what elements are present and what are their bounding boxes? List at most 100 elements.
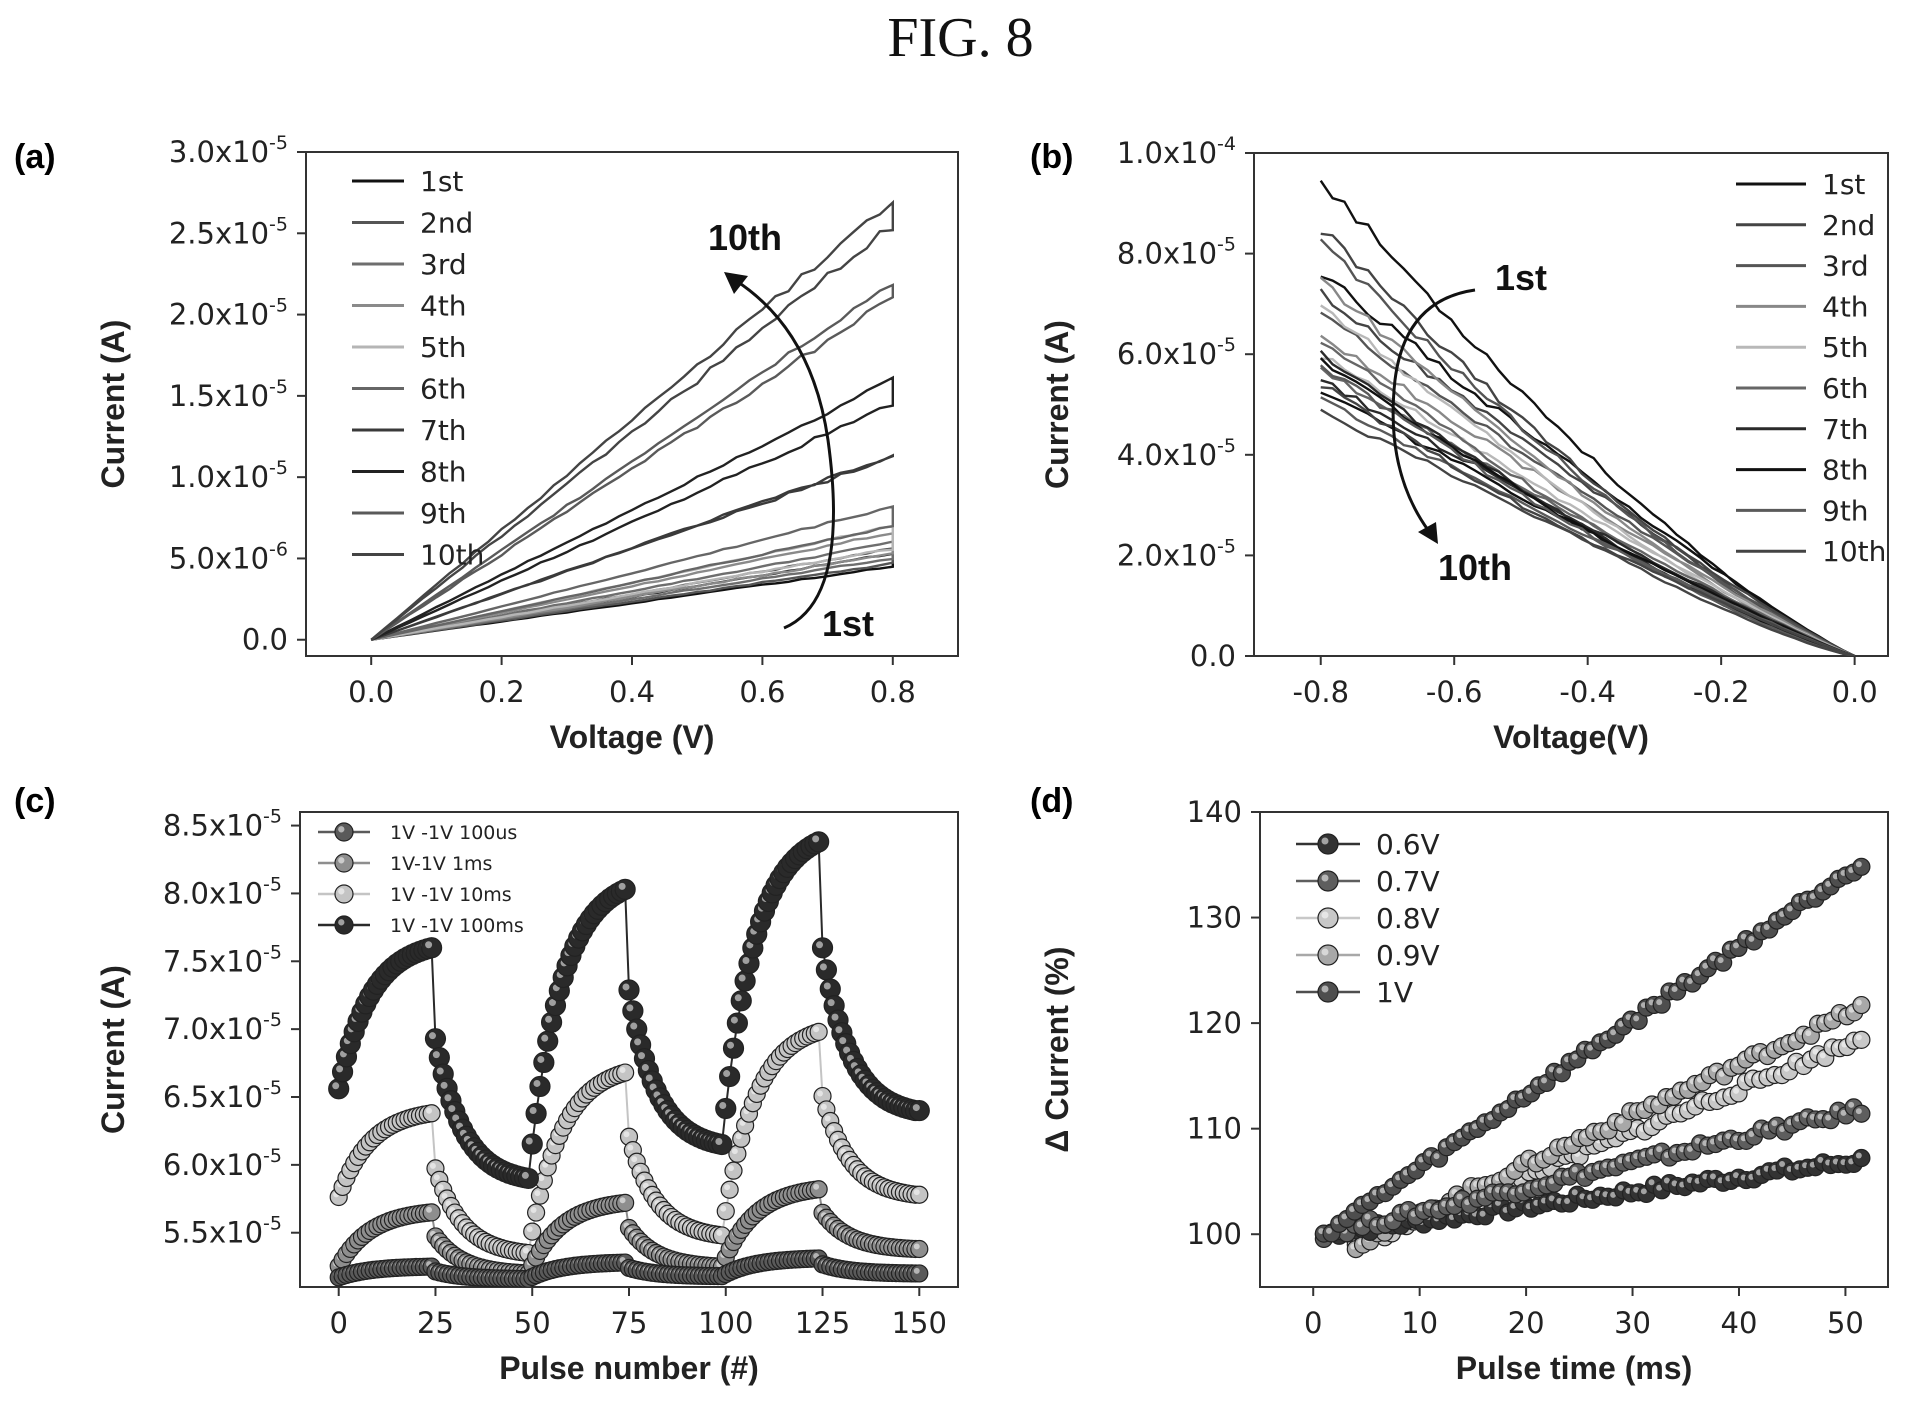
x-tick-label: 75 [611, 1306, 648, 1340]
data-point-highlight [521, 1171, 529, 1179]
x-tick-label: -0.2 [1693, 675, 1750, 709]
y-tick-label: 2.5x10-5 [169, 213, 288, 250]
data-point-highlight [913, 1267, 920, 1274]
data-point-highlight [1733, 1172, 1739, 1179]
data-point-highlight [1356, 1221, 1363, 1228]
legend-marker [334, 822, 354, 842]
data-point-highlight [1855, 861, 1862, 868]
legend-marker [1317, 870, 1339, 892]
data-point-highlight [1686, 977, 1693, 984]
x-tick-label: 50 [514, 1306, 551, 1340]
data-point-highlight [1402, 1204, 1409, 1211]
data-point-highlight [1571, 1166, 1578, 1173]
data-point [618, 979, 640, 1001]
plot-frame [1259, 811, 1889, 1288]
data-point-highlight [522, 1247, 529, 1254]
annotation-arrowhead [1418, 522, 1438, 544]
data-point-highlight [836, 1141, 843, 1148]
data-point [1852, 1104, 1871, 1123]
panel-c: (c) 0 25 50 75 100 125 150 5.5x10-5 6.0x10-5 6.5x1… [14, 782, 959, 1386]
legend-label: 5th [1822, 331, 1869, 364]
data-point [716, 1202, 735, 1221]
data-point-highlight [1387, 1181, 1394, 1188]
y-tick-label: 1.5x10-5 [169, 376, 288, 413]
data-point-highlight [1425, 1150, 1432, 1157]
legend-marker-highlight [1321, 837, 1329, 845]
y-tick-label: 0.0 [1190, 639, 1236, 673]
data-point-highlight [1656, 999, 1663, 1006]
data-point [730, 990, 752, 1012]
data-point-highlight [1671, 986, 1678, 993]
series-line-4th [1319, 276, 1856, 656]
data-point-highlight [545, 1015, 553, 1023]
data-point-highlight [441, 1192, 448, 1199]
data-point-highlight [631, 1156, 638, 1163]
data-point-highlight [816, 941, 824, 949]
data-point-highlight [1610, 1029, 1617, 1036]
legend-label: 1st [1822, 168, 1865, 201]
y-tick-label: 0.0 [242, 623, 288, 657]
y-axis-label: Δ Current (%) [1039, 946, 1075, 1152]
data-point-highlight [1633, 1186, 1640, 1193]
data-point-highlight [1571, 1189, 1578, 1196]
data-point-highlight [1748, 1131, 1755, 1137]
data-point-highlight [1855, 1108, 1862, 1115]
data-point-highlight [1617, 1020, 1624, 1027]
legend-label: 8th [420, 456, 467, 489]
data-point [421, 937, 443, 959]
data-point-highlight [817, 1090, 823, 1097]
legend-label: 0.8V [1376, 902, 1440, 935]
x-tick-label: 10 [1401, 1306, 1438, 1340]
panel-letter: (c) [14, 782, 56, 820]
data-point-highlight [819, 963, 827, 971]
legend-label: 1V-1V 1ms [390, 853, 492, 875]
data-point-highlight [1502, 1186, 1509, 1193]
data-point-highlight [641, 1064, 649, 1072]
data-point-highlight [1819, 1052, 1826, 1059]
data-point-highlight [913, 1243, 920, 1250]
y-tick-label: 5.5x10-5 [163, 1213, 282, 1250]
data-point-highlight [1587, 1044, 1594, 1051]
data-point [533, 1051, 555, 1074]
data-point [815, 959, 838, 981]
annotation-10th: 10th [708, 217, 782, 258]
y-tick-label: 1.0x10-5 [169, 457, 288, 494]
data-point-highlight [1653, 1099, 1660, 1106]
series-line-9th [370, 283, 894, 641]
y-tick-label: 2.0x10-5 [1117, 535, 1236, 572]
data-point-highlight [912, 1104, 920, 1112]
legend-marker [1317, 981, 1339, 1003]
data-point [720, 1180, 739, 1199]
data-point-highlight [738, 974, 746, 982]
data-point-highlight [1709, 955, 1716, 962]
plot-area [370, 199, 894, 641]
data-point-highlight [1802, 1111, 1809, 1118]
data-point-highlight [1640, 1188, 1647, 1195]
data-point [424, 1028, 447, 1050]
data-point-highlight [724, 1184, 731, 1191]
data-point-highlight [820, 1103, 827, 1110]
legend-label: 1V -1V 10ms [390, 884, 512, 906]
x-tick-label: 100 [698, 1306, 753, 1340]
data-point-highlight [720, 1205, 727, 1212]
data-point-highlight [913, 1189, 920, 1196]
data-point-highlight [812, 835, 820, 843]
y-tick-label: 8.0x10-5 [1117, 234, 1236, 271]
data-point [711, 1133, 733, 1156]
y-tick-label: 140 [1187, 795, 1242, 829]
data-point-highlight [839, 1037, 847, 1045]
legend-label: 9th [420, 497, 467, 530]
data-point-highlight [336, 1065, 344, 1073]
data-point-highlight [1633, 1015, 1640, 1022]
data-point-highlight [1479, 1210, 1486, 1217]
data-point-highlight [533, 1079, 541, 1087]
x-tick-label: 125 [795, 1306, 850, 1340]
data-point-highlight [444, 1094, 452, 1102]
data-point-highlight [428, 1032, 436, 1040]
data-point-highlight [526, 1226, 533, 1233]
x-tick-label: 25 [417, 1306, 454, 1340]
y-tick-label: 7.0x10-5 [163, 1009, 282, 1046]
data-point [525, 1102, 547, 1125]
y-tick-label: 6.0x10-5 [1117, 334, 1236, 371]
